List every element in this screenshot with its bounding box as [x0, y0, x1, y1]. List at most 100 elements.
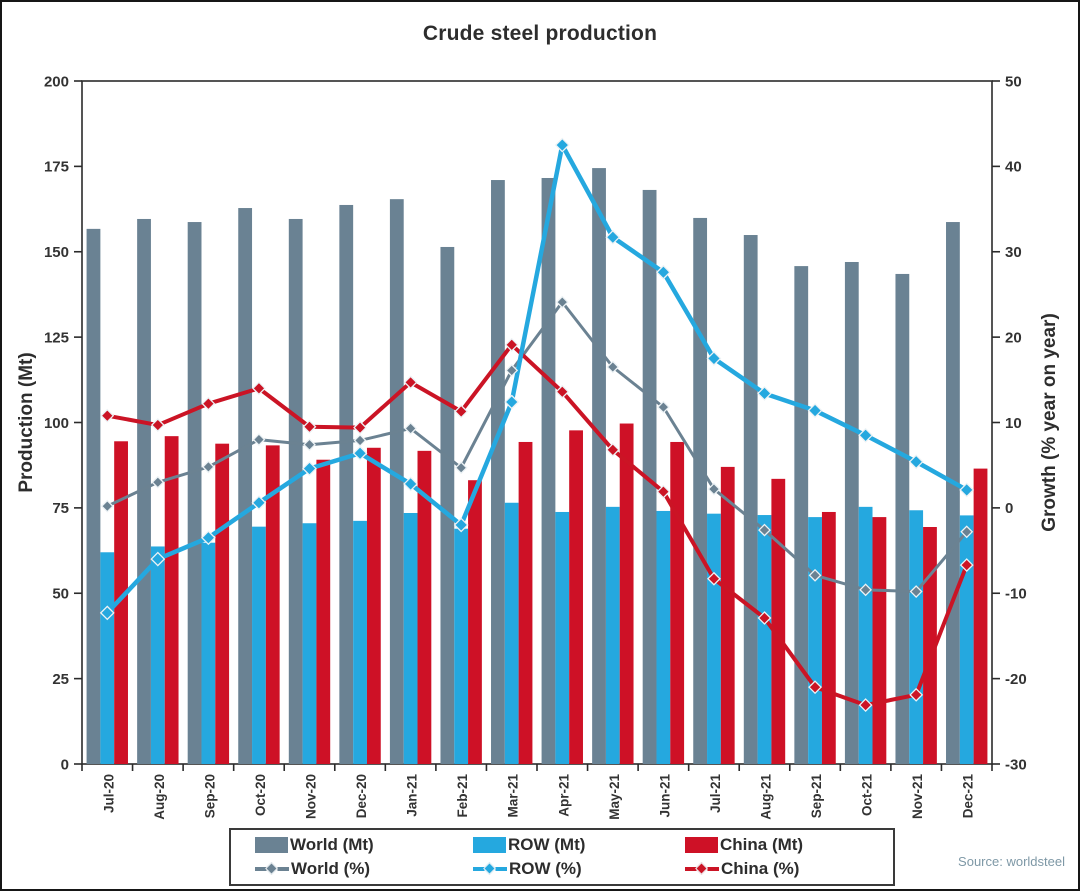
left-axis-title: Production (Mt): [16, 352, 37, 492]
right-axis-tick-label: 30: [1005, 244, 1022, 261]
marker-row-Jul-20: [99, 605, 115, 621]
marker-row-Jul-21: [706, 351, 722, 366]
bar-row-Dec-21: [959, 515, 974, 764]
marker-china-May-21: [605, 442, 620, 457]
marker-world-Oct-21: [859, 583, 873, 597]
marker-world-Dec-21: [960, 525, 974, 539]
x-tick-label-May-21: May-21: [607, 774, 622, 820]
bar-china-Mar-21: [518, 441, 533, 764]
bar-row-Aug-20: [150, 546, 165, 764]
line-world-pct: [105, 300, 969, 594]
marker-world-Dec-20: [353, 434, 367, 447]
marker-row-Oct-20: [251, 495, 267, 511]
x-tick-label-Feb-21: Feb-21: [455, 774, 470, 818]
legend-item-row-pct: ROW (%): [473, 859, 685, 879]
chart-title: Crude steel production: [422, 22, 658, 45]
x-tick-label-Sep-21: Sep-21: [809, 774, 824, 819]
x-tick-label-Nov-20: Nov-20: [304, 774, 319, 819]
marker-china-Oct-21: [858, 698, 873, 713]
marker-row-Jun-21: [655, 264, 671, 280]
left-axis-tick-label: 100: [44, 415, 69, 432]
marker-world-Sep-21: [808, 568, 822, 582]
x-tick-label-Oct-20: Oct-20: [253, 774, 268, 816]
left-axis-tick-label: 50: [52, 586, 69, 603]
bar-china-Oct-20: [265, 445, 280, 764]
bar-china-Nov-20: [316, 459, 331, 764]
marker-world-May-21: [606, 360, 620, 374]
marker-row-Sep-20: [200, 530, 216, 546]
bar-china-Jan-21: [417, 450, 432, 764]
x-tick-label-Aug-21: Aug-21: [759, 774, 774, 820]
source-note: Source: worldsteel: [958, 854, 1065, 869]
legend-item-china-pct: China (%): [685, 859, 881, 879]
marker-china-Sep-21: [808, 680, 822, 695]
bar-row-Oct-21: [858, 506, 873, 764]
bar-row-Jan-21: [403, 512, 418, 764]
marker-world-Nov-21: [909, 585, 923, 598]
marker-row-Nov-21: [908, 454, 924, 470]
right-axis-tick-label: 0: [1005, 500, 1013, 517]
marker-china-Jan-21: [403, 375, 418, 390]
right-axis-tick-label: -20: [1005, 671, 1027, 688]
legend-label-world-pct: World (%): [291, 859, 371, 878]
marker-row-Dec-21: [959, 482, 975, 498]
right-axis-tick-label: 40: [1005, 159, 1022, 176]
bar-row-Apr-21: [555, 511, 570, 764]
x-tick-label-Sep-20: Sep-20: [202, 774, 217, 818]
left-axis-tick-label: 125: [44, 329, 69, 346]
marker-row-Jan-21: [403, 476, 419, 492]
x-tick-label-Jan-21: Jan-21: [405, 774, 420, 817]
right-axis-tick-label: 50: [1005, 73, 1022, 90]
bar-china-Sep-21: [821, 511, 836, 764]
bar-world-Oct-21: [844, 261, 859, 764]
bar-row-Aug-21: [757, 515, 772, 764]
row-bar-swatch-icon: [473, 837, 506, 853]
marker-world-Nov-20: [303, 438, 316, 452]
x-tick-label-Apr-21: Apr-21: [556, 774, 571, 817]
bar-row-Jul-21: [707, 513, 721, 764]
bar-row-Nov-21: [909, 510, 924, 764]
bar-world-Feb-21: [440, 246, 455, 764]
marker-row-Mar-21: [504, 394, 520, 410]
bar-row-Nov-20: [302, 523, 317, 764]
marker-row-Dec-20: [352, 445, 368, 461]
bar-china-Nov-21: [923, 526, 937, 764]
bar-row-May-21: [605, 506, 620, 764]
bar-china-Jul-21: [720, 466, 735, 764]
marker-row-Apr-21: [554, 137, 570, 153]
left-axis-tick-label: 175: [44, 159, 69, 176]
marker-china-Nov-20: [302, 419, 317, 434]
marker-world-Jun-21: [656, 400, 670, 414]
marker-china-Jul-20: [100, 408, 115, 423]
x-tick-label-Jul-20: Jul-20: [101, 774, 116, 813]
bar-row-Sep-21: [808, 517, 822, 764]
bar-world-Aug-21: [743, 235, 758, 765]
bar-china-May-21: [619, 423, 634, 764]
bar-china-Jun-21: [670, 441, 685, 764]
bar-china-Dec-20: [366, 447, 381, 764]
right-axis-tick-label: -10: [1005, 586, 1027, 603]
marker-world-Oct-20: [252, 433, 266, 446]
legend-label-world-mt: World (Mt): [290, 835, 374, 854]
world-bar-swatch-icon: [255, 837, 288, 853]
bar-world-Aug-20: [137, 218, 151, 764]
legend-item-row-mt: ROW (Mt): [473, 835, 685, 855]
bar-row-Jul-20: [100, 552, 115, 764]
marker-china-Apr-21: [555, 384, 570, 399]
bar-row-Oct-20: [252, 526, 266, 764]
line-row-pct: [105, 142, 969, 616]
marker-world-Jul-21: [707, 482, 721, 496]
legend-item-world-pct: World (%): [255, 859, 473, 879]
right-axis-tick-label: 20: [1005, 329, 1022, 346]
bar-world-Jul-21: [693, 217, 708, 764]
bar-world-Dec-21: [946, 222, 960, 765]
marker-world-Jan-21: [404, 422, 418, 435]
bar-row-Mar-21: [504, 502, 519, 764]
x-tick-label-Dec-20: Dec-20: [354, 774, 369, 818]
bar-world-Mar-21: [491, 180, 505, 764]
bar-row-Jun-21: [656, 510, 671, 764]
legend-label-row-mt: ROW (Mt): [508, 835, 586, 854]
bar-china-Sep-20: [215, 443, 230, 764]
bar-world-Jul-20: [86, 228, 101, 764]
